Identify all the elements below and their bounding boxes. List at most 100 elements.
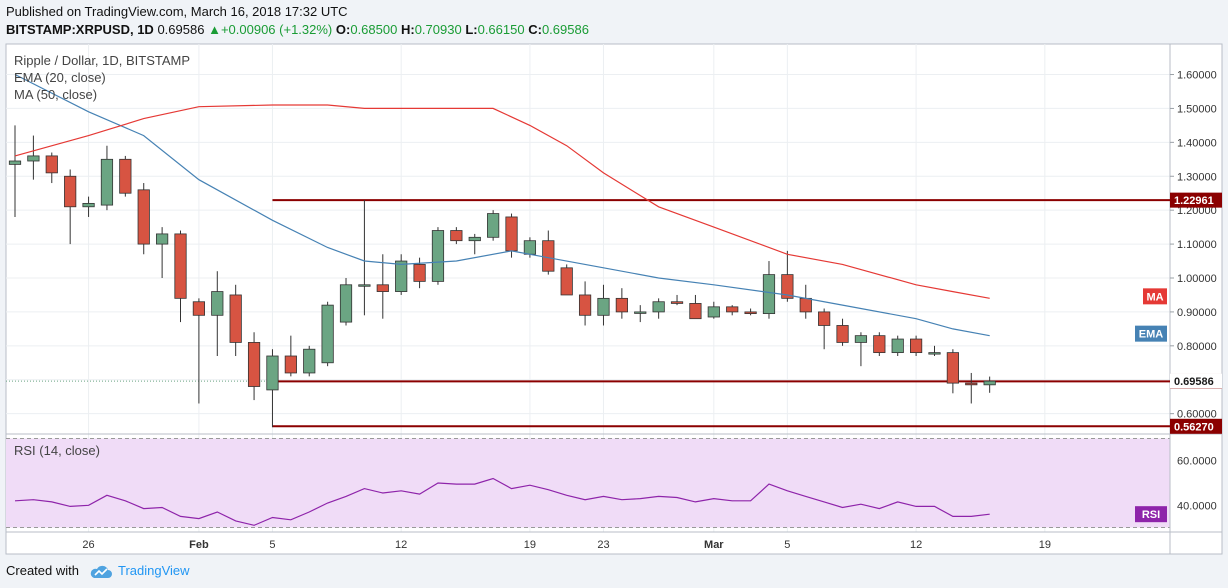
candle-body <box>597 297 610 316</box>
candle-up <box>100 145 114 211</box>
candle-body <box>119 158 132 194</box>
footer: Created with TradingView <box>6 563 190 579</box>
candle-up <box>27 135 40 180</box>
candle-body <box>45 155 58 174</box>
rsi-line <box>14 477 990 526</box>
last-price-tag: 0.69586 <box>1170 373 1222 389</box>
price-tag-box <box>1170 418 1222 434</box>
candle-body <box>192 301 205 316</box>
candle-body <box>670 301 684 304</box>
candle-down <box>873 332 886 356</box>
indicator-tag-text: RSI <box>1142 509 1160 521</box>
indicator-tag-text: EMA <box>1139 329 1164 341</box>
candle-down <box>726 305 739 316</box>
candle-up <box>211 271 224 356</box>
time-tick-label: 12 <box>910 539 922 551</box>
candle-body <box>358 284 371 287</box>
ema-line <box>14 73 990 337</box>
rsi-tick-label: 60.0000 <box>1177 456 1217 468</box>
candle-body <box>450 230 463 242</box>
candle-body <box>799 297 812 313</box>
open-value: 0.68500 <box>350 22 398 37</box>
high-label: H: <box>400 22 415 37</box>
candle-body <box>854 335 868 343</box>
candle-body <box>137 189 150 245</box>
candle-down <box>247 332 261 401</box>
candle-down <box>137 183 150 255</box>
symbol-name: BITSTAMP:XRPUSD, 1D <box>6 22 154 37</box>
candle-body <box>247 342 261 387</box>
candle-body <box>965 382 978 386</box>
ema-legend[interactable]: EMA (20, close) <box>14 70 106 85</box>
candle-down <box>965 372 978 404</box>
candle-down <box>744 308 757 316</box>
candle-body <box>946 352 959 384</box>
price-tag-box <box>1170 373 1222 389</box>
horizontal-levels[interactable] <box>272 199 1170 428</box>
candle-body <box>284 355 297 374</box>
candle-body <box>560 267 573 296</box>
time-tick-label: 5 <box>269 539 275 551</box>
price-tag-text: 1.22961 <box>1174 195 1214 207</box>
close-label: C: <box>528 22 542 37</box>
candle-body <box>689 303 702 320</box>
price-tick-label: 1.30000 <box>1177 171 1217 183</box>
candle-body <box>156 233 169 245</box>
candle-up <box>652 298 665 319</box>
low-label: L: <box>465 22 478 37</box>
close-value: 0.69586 <box>541 22 589 37</box>
candle-body <box>983 380 996 386</box>
candle-down <box>818 308 831 350</box>
indicator-tag-box <box>1135 325 1167 342</box>
candle-down <box>376 254 389 319</box>
level-price-tag: 0.56270 <box>1170 418 1222 434</box>
candle-body <box>523 240 537 255</box>
created-with-label: Created with <box>6 563 79 578</box>
candle-up <box>358 200 371 316</box>
rsi-axis-labels: 40.0000 60.0000 <box>1177 456 1217 513</box>
ma-line <box>14 104 990 299</box>
ma-legend[interactable]: MA (50, close) <box>14 87 97 102</box>
price-tick-label: 1.60000 <box>1177 70 1217 82</box>
candle-up <box>983 376 996 393</box>
rsi-band-lines <box>6 437 1170 529</box>
price-axis-labels: 0.600000.700000.800000.900001.000001.100… <box>1170 70 1217 421</box>
candle-down <box>615 288 628 319</box>
candle-body <box>8 160 22 165</box>
tradingview-brand[interactable]: TradingView <box>118 563 190 578</box>
time-tick-label: 5 <box>784 539 790 551</box>
candle-body <box>836 325 849 343</box>
candle-down <box>946 349 959 394</box>
rsi-legend[interactable]: RSI (14, close) <box>14 443 100 458</box>
low-value: 0.66150 <box>477 22 525 37</box>
candle-body <box>266 355 279 391</box>
candle-down <box>174 230 187 323</box>
rsi-tick-label: 40.0000 <box>1177 500 1217 512</box>
candle-up <box>321 301 334 367</box>
candle-body <box>928 352 941 355</box>
price-tag-text: 0.56270 <box>1174 421 1214 433</box>
candle-body <box>27 155 40 162</box>
tradingview-cloud-icon <box>90 565 112 578</box>
candle-body <box>100 158 114 206</box>
candle-up <box>597 284 610 326</box>
price-change: +0.00906 (+1.32%) <box>220 22 333 37</box>
candle-body <box>229 294 242 343</box>
candle-up <box>339 278 353 326</box>
indicator-tag: RSI <box>1135 506 1167 523</box>
candle-up <box>854 332 868 367</box>
candle-body <box>376 284 389 292</box>
price-tick-label: 1.20000 <box>1177 205 1217 217</box>
candle-body <box>634 311 647 314</box>
candle-up <box>395 254 408 295</box>
candle-down <box>284 335 297 377</box>
candle-body <box>818 311 831 326</box>
level-price-tag: 1.22961 <box>1170 192 1222 208</box>
candle-up <box>762 261 776 319</box>
candle-down <box>910 335 923 356</box>
price-tick-label: 0.60000 <box>1177 409 1217 421</box>
price-tick-label: 1.00000 <box>1177 273 1217 285</box>
candle-body <box>873 335 886 354</box>
candle-body <box>174 233 187 299</box>
